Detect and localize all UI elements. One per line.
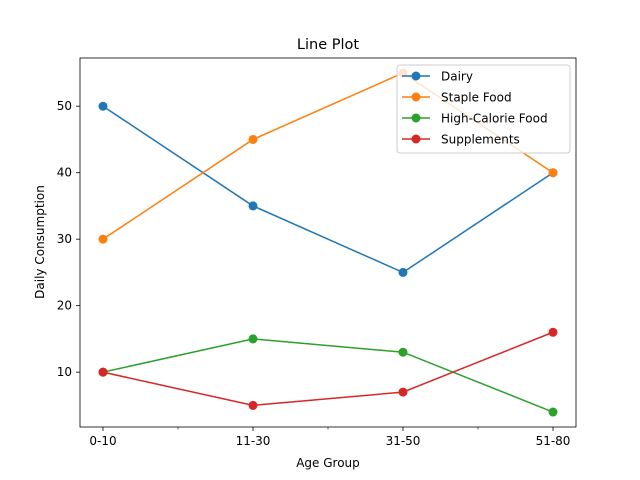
- series-line: [102, 105, 554, 274]
- legend-marker: [411, 92, 421, 102]
- data-point: [398, 387, 408, 397]
- legend-label: Supplements: [441, 133, 520, 147]
- legend-box: [396, 64, 571, 154]
- data-point: [248, 134, 258, 144]
- legend: Dairy Staple Food High-Calorie Food Supplem…: [396, 64, 571, 154]
- legend-entry: Supplements: [402, 133, 520, 147]
- plot-area: 0-10 11-30 31-50 51-80 10 20 30 40 50: [57, 57, 577, 448]
- legend-label: Staple Food: [441, 91, 512, 105]
- data-point: [248, 400, 258, 410]
- y-tick-label: 50: [57, 99, 72, 113]
- y-tick-label: 40: [57, 166, 72, 180]
- y-axis-title: Daily Consumption: [33, 185, 47, 299]
- data-point: [548, 327, 558, 337]
- chart-title: Line Plot: [297, 37, 359, 53]
- series-line: [102, 331, 554, 407]
- data-point: [98, 234, 108, 244]
- data-point: [248, 201, 258, 211]
- data-point: [398, 347, 408, 357]
- legend-label: Dairy: [441, 70, 473, 84]
- data-point: [98, 367, 108, 377]
- legend-entry: Staple Food: [402, 91, 512, 105]
- series-line: [102, 338, 554, 413]
- data-point: [398, 267, 408, 277]
- data-point: [98, 101, 108, 111]
- x-tick-label: 11-30: [236, 434, 271, 448]
- x-axis-title: Age Group: [296, 456, 360, 470]
- data-point: [248, 334, 258, 344]
- legend-marker: [411, 134, 421, 144]
- legend-entry: Dairy: [402, 70, 473, 84]
- data-point: [548, 168, 558, 178]
- y-tick-label: 10: [57, 365, 72, 379]
- legend-entry: High-Calorie Food: [402, 112, 548, 126]
- x-tick-label: 51-80: [536, 434, 571, 448]
- y-tick-label: 20: [57, 299, 72, 313]
- data-point: [548, 407, 558, 417]
- legend-marker: [411, 71, 421, 81]
- legend-label: High-Calorie Food: [441, 112, 548, 126]
- y-tick-label: 30: [57, 232, 72, 246]
- x-tick-label: 31-50: [386, 434, 421, 448]
- x-tick-label: 0-10: [89, 434, 116, 448]
- series-supplements: [98, 327, 558, 410]
- legend-marker: [411, 113, 421, 123]
